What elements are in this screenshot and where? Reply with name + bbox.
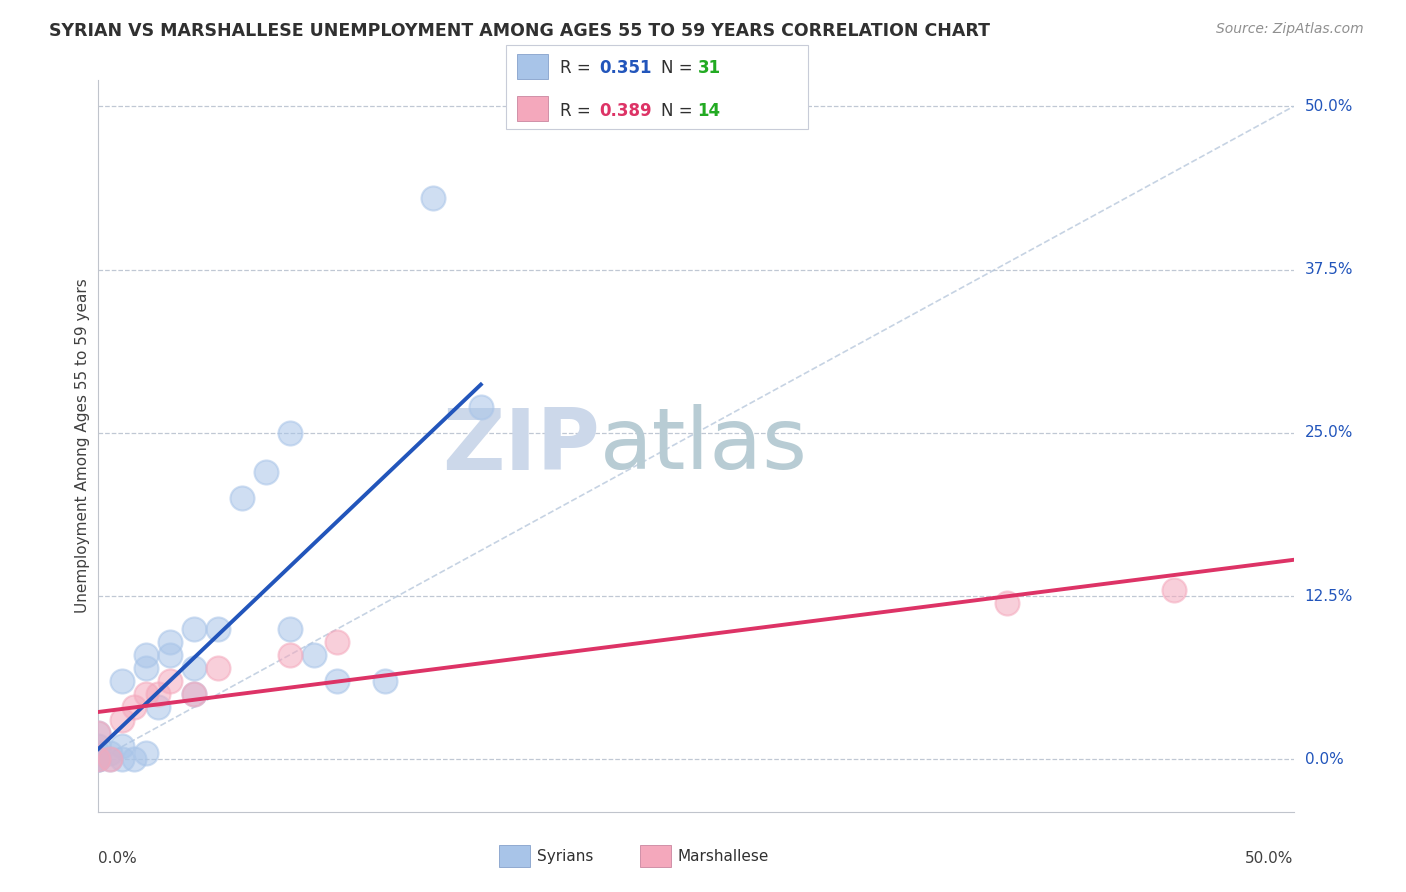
Point — [87, 726, 110, 740]
Text: 14: 14 — [697, 102, 720, 120]
Text: N =: N = — [661, 60, 697, 78]
Point — [87, 746, 110, 760]
Point — [135, 746, 157, 760]
Text: ZIP: ZIP — [443, 404, 600, 488]
Point — [470, 400, 492, 414]
Text: 0.389: 0.389 — [599, 102, 651, 120]
Point — [278, 622, 301, 636]
Point — [87, 752, 110, 766]
Point — [326, 674, 349, 689]
Point — [148, 687, 170, 701]
Text: 50.0%: 50.0% — [1246, 851, 1294, 865]
Point — [183, 622, 205, 636]
Point — [124, 752, 146, 766]
Point — [148, 700, 170, 714]
Point — [278, 425, 301, 440]
Text: 0.351: 0.351 — [599, 60, 651, 78]
Point — [254, 465, 277, 479]
Point — [124, 700, 146, 714]
Text: atlas: atlas — [600, 404, 808, 488]
Point — [111, 752, 134, 766]
Point — [1163, 582, 1185, 597]
Text: N =: N = — [661, 102, 697, 120]
Point — [98, 746, 122, 760]
Point — [135, 661, 157, 675]
Point — [183, 687, 205, 701]
Text: Source: ZipAtlas.com: Source: ZipAtlas.com — [1216, 22, 1364, 37]
Point — [207, 622, 229, 636]
Text: 12.5%: 12.5% — [1305, 589, 1353, 604]
Text: R =: R = — [560, 60, 596, 78]
Y-axis label: Unemployment Among Ages 55 to 59 years: Unemployment Among Ages 55 to 59 years — [75, 278, 90, 614]
Point — [159, 674, 181, 689]
Point — [87, 752, 110, 766]
Point — [995, 596, 1018, 610]
Point — [111, 714, 134, 728]
Text: 0.0%: 0.0% — [1305, 752, 1343, 767]
Point — [422, 191, 444, 205]
Text: R =: R = — [560, 102, 596, 120]
Text: 37.5%: 37.5% — [1305, 262, 1353, 277]
Point — [183, 687, 205, 701]
Text: 50.0%: 50.0% — [1305, 99, 1353, 114]
Point — [207, 661, 229, 675]
Point — [87, 726, 110, 740]
Text: SYRIAN VS MARSHALLESE UNEMPLOYMENT AMONG AGES 55 TO 59 YEARS CORRELATION CHART: SYRIAN VS MARSHALLESE UNEMPLOYMENT AMONG… — [49, 22, 990, 40]
Point — [111, 739, 134, 754]
Text: 25.0%: 25.0% — [1305, 425, 1353, 441]
Point — [159, 648, 181, 662]
Point — [98, 752, 122, 766]
Point — [302, 648, 325, 662]
Point — [278, 648, 301, 662]
Text: 0.0%: 0.0% — [98, 851, 138, 865]
Text: Syrians: Syrians — [537, 849, 593, 863]
Point — [111, 674, 134, 689]
Point — [98, 752, 122, 766]
Point — [135, 648, 157, 662]
Point — [326, 635, 349, 649]
Point — [87, 752, 110, 766]
Point — [87, 739, 110, 754]
Point — [87, 752, 110, 766]
Point — [183, 661, 205, 675]
Point — [159, 635, 181, 649]
Text: Marshallese: Marshallese — [678, 849, 769, 863]
Point — [374, 674, 396, 689]
Text: 31: 31 — [697, 60, 720, 78]
Point — [231, 491, 253, 506]
Point — [135, 687, 157, 701]
